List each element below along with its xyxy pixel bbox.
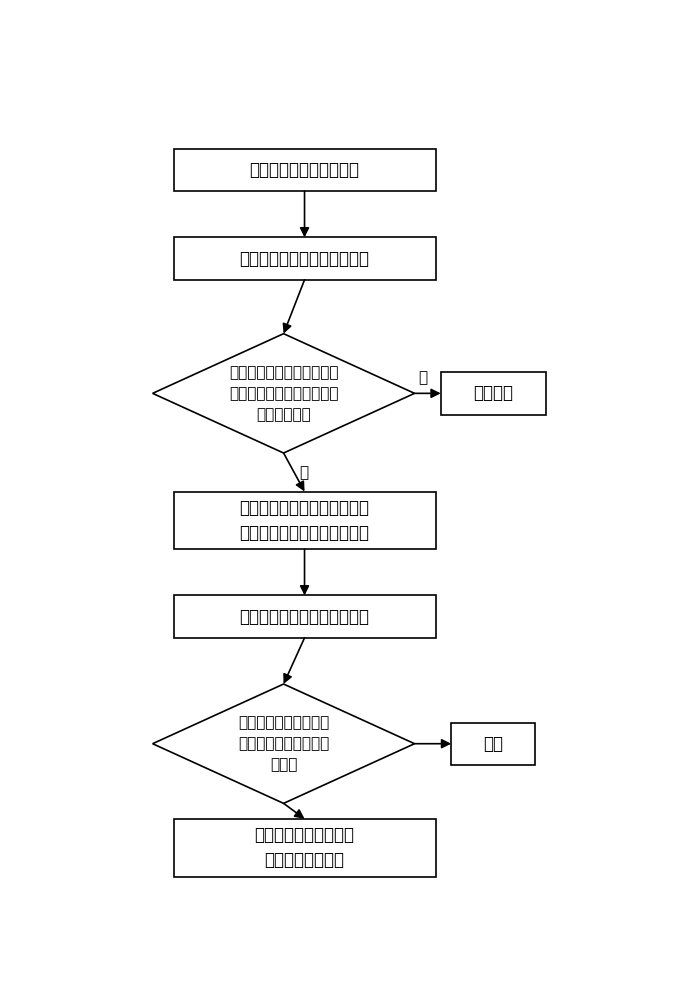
- Text: 接收集中器下发的唤醒帧: 接收集中器下发的唤醒帧: [249, 161, 360, 179]
- Polygon shape: [153, 334, 414, 453]
- Bar: [452, 723, 535, 765]
- Bar: [174, 237, 435, 280]
- Text: 是: 是: [299, 465, 308, 480]
- Text: 接收集中器下发的同步帧，并
响应同步帧自动切换扩频因子: 接收集中器下发的同步帧，并 响应同步帧自动切换扩频因子: [239, 499, 370, 542]
- Text: 接收集中器下发的升级命令帧: 接收集中器下发的升级命令帧: [239, 250, 370, 268]
- Bar: [174, 595, 435, 638]
- Text: 根据燃气表软件版本号是否
在升级开始版本号和升级结
束版本号之间: 根据燃气表软件版本号是否 在升级开始版本号和升级结 束版本号之间: [229, 365, 338, 422]
- Bar: [441, 372, 546, 415]
- Bar: [174, 492, 435, 549]
- Polygon shape: [153, 684, 414, 803]
- Text: 否: 否: [418, 371, 427, 386]
- Text: 标记升级数据包为成功
包，存储至备份区: 标记升级数据包为成功 包，存储至备份区: [255, 826, 354, 869]
- Text: 接收集中器下发的升级数据包: 接收集中器下发的升级数据包: [239, 608, 370, 626]
- Bar: [174, 819, 435, 877]
- Text: 丢弃: 丢弃: [483, 735, 503, 753]
- Text: 比较升级数据包的校验
值与燃气表的校验值是
否一致: 比较升级数据包的校验 值与燃气表的校验值是 否一致: [238, 715, 329, 772]
- Bar: [174, 149, 435, 191]
- Text: 睡眠状态: 睡眠状态: [473, 384, 513, 402]
